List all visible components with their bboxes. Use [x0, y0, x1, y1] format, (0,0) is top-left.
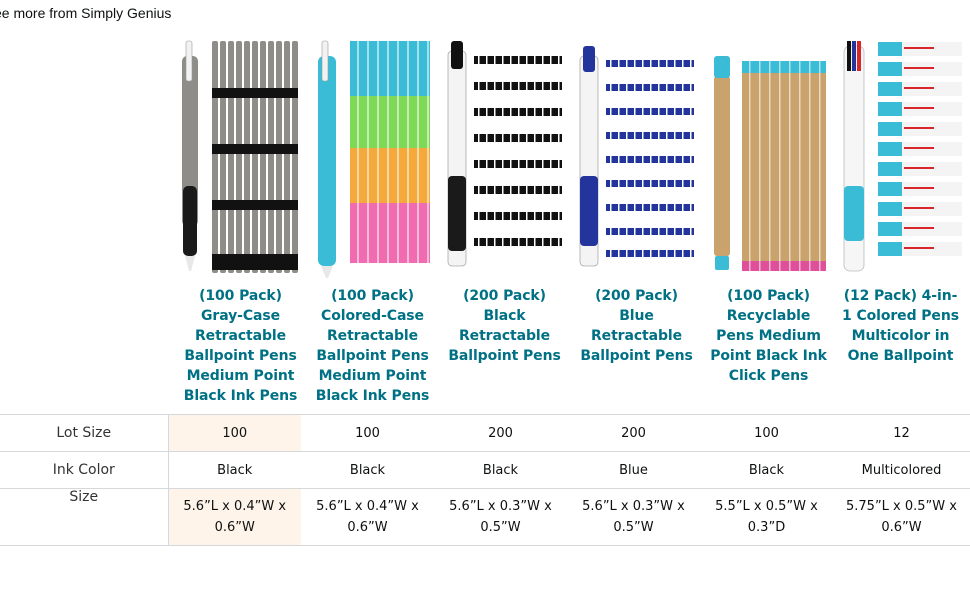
product-title-link[interactable]: (200 Pack) Blue Retractable Ballpoint Pe… — [580, 288, 693, 364]
table-cell: Black — [301, 451, 434, 489]
table-cell: 5.5”L x 0.5”W x 0.3”D — [700, 488, 833, 546]
product-title-link[interactable]: (12 Pack) 4-in-1 Colored Pens Multicolor… — [842, 288, 959, 364]
table-cell: 200 — [567, 414, 700, 452]
product-title-link[interactable]: (200 Pack) Black Retractable Ballpoint P… — [448, 288, 561, 364]
table-row: Lot Size 100 100 200 200 100 12 — [0, 414, 970, 452]
row-label: Lot Size — [0, 414, 169, 452]
see-more-link[interactable]: ee more from Simply Genius — [0, 5, 172, 21]
table-cell: 200 — [434, 414, 567, 452]
comparison-table: Lot Size 100 100 200 200 100 12 Ink Colo… — [0, 414, 970, 546]
multicolor-pens-image[interactable] — [834, 36, 967, 281]
table-cell: 5.6”L x 0.3”W x 0.5”W — [434, 488, 567, 546]
blue-ballpoint-pens-image[interactable] — [570, 36, 703, 281]
table-cell: 100 — [700, 414, 833, 452]
product-title-link[interactable]: (100 Pack) Gray-Case Retractable Ballpoi… — [183, 288, 298, 404]
table-cell: 5.75”L x 0.5”W x 0.6”W — [833, 488, 970, 546]
table-cell: Black — [434, 451, 567, 489]
table-cell: Blue — [567, 451, 700, 489]
gray-ballpoint-pens-image[interactable] — [174, 36, 307, 281]
table-cell: 5.6”L x 0.4”W x 0.6”W — [301, 488, 434, 546]
black-ballpoint-pens-image[interactable] — [438, 36, 571, 281]
colored-ballpoint-pens-image[interactable] — [306, 36, 439, 281]
table-cell: Black — [168, 451, 301, 489]
table-cell: Multicolored — [833, 451, 970, 489]
product-title-link[interactable]: (100 Pack) Colored-Case Retractable Ball… — [315, 288, 430, 404]
product-title-link[interactable]: (100 Pack) Recyclable Pens Medium Point … — [710, 288, 827, 384]
table-cell: 100 — [168, 414, 301, 452]
table-cell: 5.6”L x 0.4”W x 0.6”W — [168, 488, 301, 546]
table-row: Size 5.6”L x 0.4”W x 0.6”W 5.6”L x 0.4”W… — [0, 488, 970, 546]
table-cell: 12 — [833, 414, 970, 452]
table-cell: 100 — [301, 414, 434, 452]
row-label: Ink Color — [0, 451, 169, 489]
product-carousel: (100 Pack) Gray-Case Retractable Ballpoi… — [168, 36, 970, 416]
table-cell: 5.6”L x 0.3”W x 0.5”W — [567, 488, 700, 546]
recyclable-pens-image[interactable] — [702, 36, 835, 281]
row-label: Size — [0, 488, 169, 546]
table-row: Ink Color Black Black Black Blue Black M… — [0, 451, 970, 489]
table-cell: Black — [700, 451, 833, 489]
